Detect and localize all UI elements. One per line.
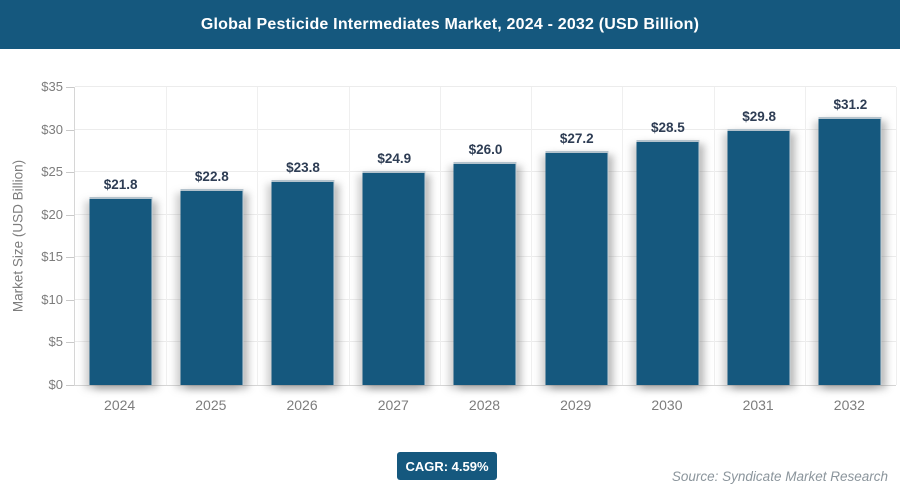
chart-title: Global Pesticide Intermediates Market, 2… [200,15,700,33]
y-tick-mark [66,257,74,259]
h-gridline [75,128,896,130]
y-tick-label: $30 [41,121,63,137]
y-axis-title: Market Size (USD Billion) [10,159,26,313]
v-gridline [349,87,350,385]
bar-2031 [727,129,791,385]
plot-area: $21.8 $22.8 $23.8 $24.9 $26.0 $27.2 $28.5 $29.8… [74,86,897,386]
bar-2026 [271,180,335,385]
y-tick-label: $5 [48,334,63,350]
bar-value-label: $29.8 [742,109,777,125]
bar-2029 [545,151,609,385]
bar-slot: $22.8 [166,87,257,385]
v-gridline [622,87,623,385]
x-axis-label: 2031 [742,397,774,413]
y-tick-mark [66,129,74,131]
y-tick-mark [66,172,74,174]
y-tick-mark [66,342,74,344]
y-tick-mark [66,385,74,386]
x-axis-label: 2030 [651,397,683,413]
y-tick-label: $25 [41,164,63,180]
bar-slot: $26.0 [440,87,531,385]
v-gridline [531,87,532,385]
bar-value-label: $24.9 [377,151,412,166]
v-gridline [257,87,258,385]
bar-2028 [453,161,517,385]
bar-value-label: $28.5 [651,120,685,136]
y-tick-mark [66,87,74,88]
x-axis-label: 2029 [560,397,592,413]
bar-value-label: $27.2 [559,131,594,147]
v-gridline [896,87,897,385]
bar-2027 [362,171,426,385]
bar-slot: $31.2 [805,87,896,385]
x-axis-label: 2032 [833,397,865,413]
bar-slot: $23.8 [257,87,348,385]
bar-2025 [180,188,244,385]
x-axis-label: 2028 [468,397,501,413]
y-tick-label: $0 [48,377,63,392]
cagr-badge: CAGR: 4.59% [397,452,497,480]
bar-slot: $27.2 [531,87,622,385]
bar-value-label: $23.8 [286,160,320,176]
v-gridline [166,87,167,385]
bar-slot: $24.9 [349,87,440,385]
h-gridline [75,86,896,87]
x-axis-label: 2026 [286,397,318,413]
y-tick-mark [66,299,74,301]
cagr-label: CAGR: 4.59% [405,458,489,474]
bar-slot: $29.8 [714,87,805,385]
bar-slot: $28.5 [622,87,713,385]
bar-2030 [636,140,700,385]
x-axis-label: 2024 [104,397,136,413]
v-gridline [440,87,441,385]
bar-2032 [818,117,882,385]
y-tick-label: $20 [41,206,63,222]
bar-2024 [89,197,153,385]
bar-value-label: $26.0 [468,141,503,157]
y-tick-label: $15 [41,249,63,265]
bar-value-label: $31.2 [833,97,868,113]
bar-value-label: $21.8 [103,177,138,193]
x-axis-label: 2025 [195,397,227,413]
x-axis-label: 2027 [377,397,409,413]
y-tick-label: $10 [41,291,63,307]
v-gridline [714,87,715,385]
v-gridline [805,87,806,385]
bar-slot: $21.8 [75,87,166,385]
y-tick-mark [66,214,74,216]
title-bar: Global Pesticide Intermediates Market, 2… [0,0,900,49]
source-text: Source: Syndicate Market Research [671,469,888,484]
y-tick-label: $35 [41,79,63,94]
bar-value-label: $22.8 [194,168,229,184]
